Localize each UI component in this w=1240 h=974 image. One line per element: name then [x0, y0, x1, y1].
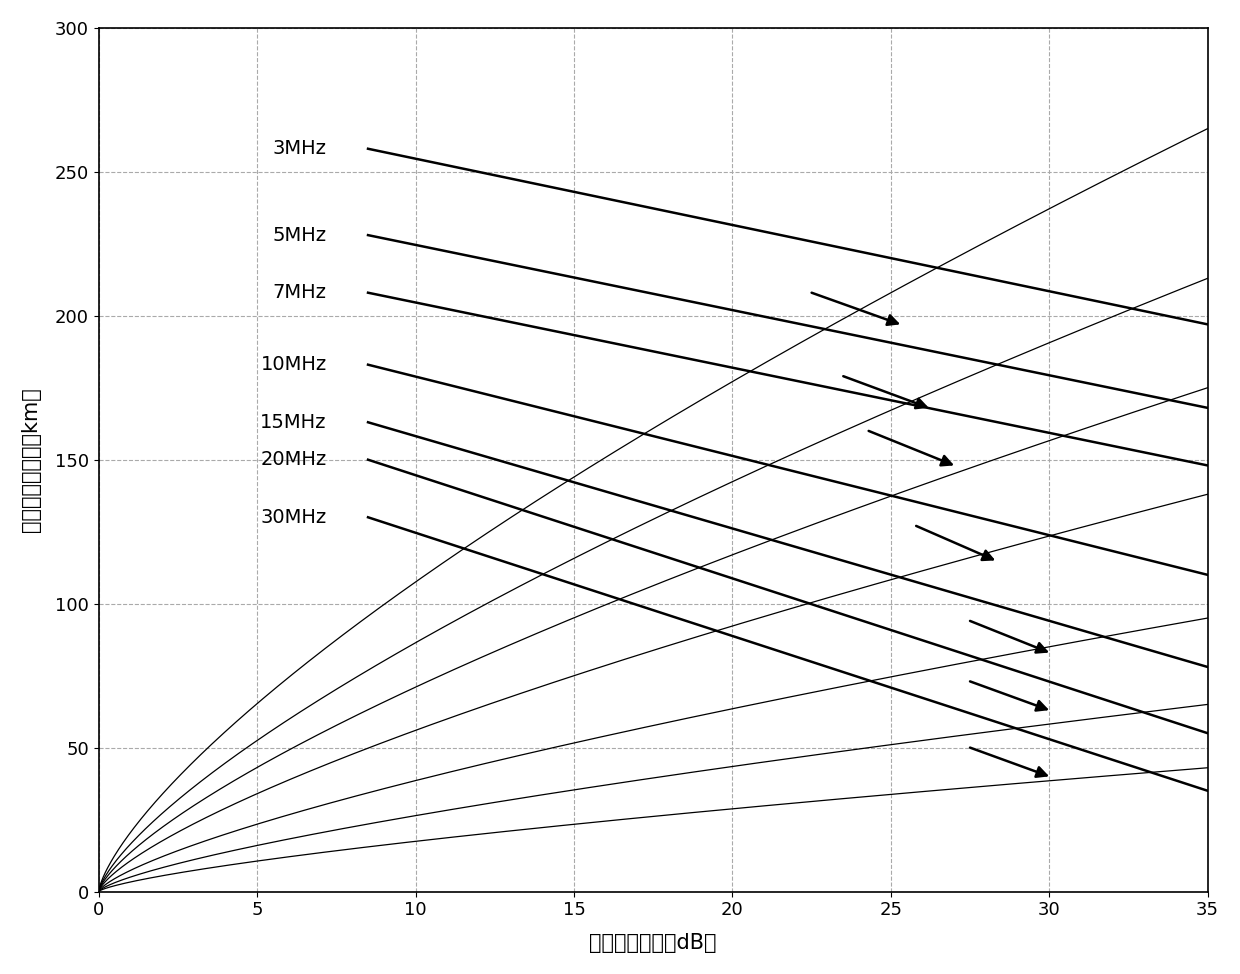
Text: 20MHz: 20MHz [260, 450, 327, 469]
Y-axis label: 探测距离减少量（km）: 探测距离减少量（km） [21, 388, 41, 532]
Text: 10MHz: 10MHz [260, 356, 327, 374]
Text: 30MHz: 30MHz [260, 507, 327, 527]
Text: 7MHz: 7MHz [273, 283, 327, 302]
Text: 3MHz: 3MHz [273, 139, 327, 158]
Text: 5MHz: 5MHz [273, 226, 327, 244]
X-axis label: 噪声系数增量（dB）: 噪声系数增量（dB） [589, 933, 717, 954]
Text: 15MHz: 15MHz [260, 413, 327, 431]
